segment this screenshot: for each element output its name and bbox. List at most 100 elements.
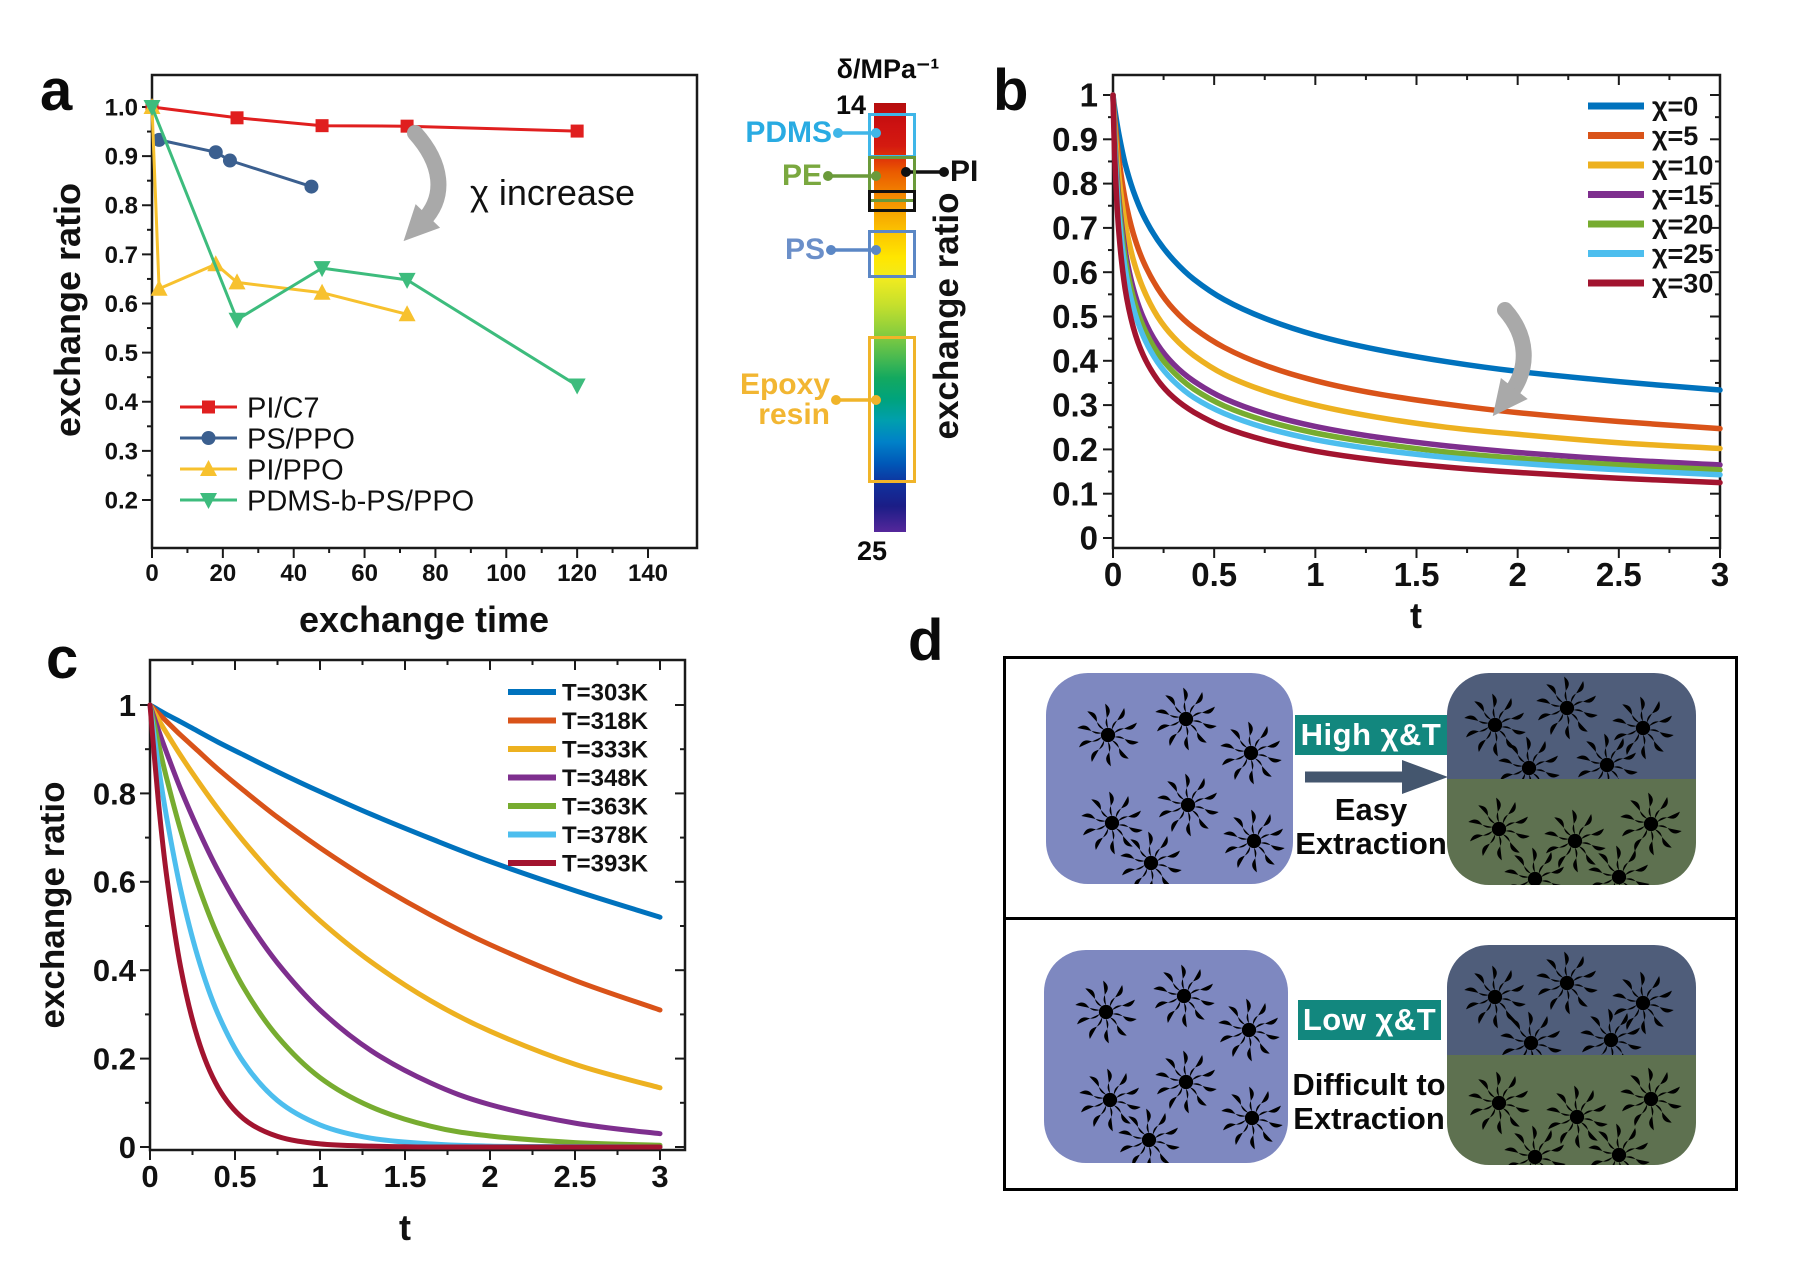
series-line-T=363K [147,702,663,1148]
y-tick-label: 1.0 [105,94,138,121]
y-tick-label: 1 [119,688,136,723]
marker-circle [304,179,319,194]
legend-label: T=303K [562,680,649,707]
gray-phase [1447,779,1696,885]
x-tick-label: 2 [1508,556,1526,593]
material-label-PDMS: PDMS [745,116,832,149]
legend-label: χ=15 [1652,180,1713,210]
y-tick-label: 0.2 [1052,431,1098,468]
legend-label: T=348K [562,765,649,792]
y-tick-label: 0.7 [105,242,138,269]
legend-label: χ=5 [1652,121,1698,151]
marker-circle [208,145,223,160]
y-tick-label: 0.2 [105,487,138,514]
y-tick-label: 0.8 [1052,165,1098,202]
caption-line-2: Extraction [1295,826,1447,862]
x-tick-label: 0.5 [213,1159,256,1194]
y-axis-title: exchange ratio [47,183,88,437]
mixed-micelles-vessel [1044,950,1288,1163]
legend-label: PDMS-b-PS/PPO [247,485,474,517]
series-line-T=318K [147,702,663,1013]
x-tick-label: 1.5 [1394,556,1440,593]
marker-square [202,400,215,414]
colorbar-range-box-PI [868,190,916,212]
series-line-PS/PPO [157,138,313,189]
plot-box [150,73,699,550]
x-tick-label: 2.5 [553,1159,596,1194]
x-tick-label: 40 [280,560,307,587]
x-tick-label: 80 [422,560,449,587]
x-tick-label: 100 [486,560,526,587]
colorbar-range-box-Epoxy resin [868,336,916,483]
legend-label: χ=30 [1652,269,1713,299]
x-tick-label: 2.5 [1596,556,1642,593]
marker-triangle-down [398,272,416,289]
y-tick-label: 0.5 [1052,298,1098,335]
legend-label: T=378K [562,822,649,849]
x-tick-label: 1.5 [383,1159,426,1194]
legend-label: PI/PPO [247,454,344,486]
x-axis-title: t [399,1207,411,1248]
marker-triangle-down [568,378,586,395]
series-line-χ=10 [1110,92,1723,452]
micelle-icon [1075,980,1137,1044]
series-line-PI/PPO [150,105,409,316]
series-line-T=393K [147,702,663,1150]
micelle-icon [1504,1125,1566,1165]
leader-dot [831,395,841,405]
chart-b-svg: 0 0.5 1 1.5 2 2.5 3 0 0.1 0.2 0.3 0.4 0.5 0.6 0.7 0.8 0.… [927,73,1729,636]
series-line-T=348K [147,702,663,1137]
marker-triangle-up [228,273,246,290]
x-tick-label: 3 [651,1159,668,1194]
legend-label: χ=0 [1652,92,1698,122]
diagram-high-chi-box: High χ&T Easy Extraction [1003,656,1738,926]
marker-triangle-down [143,100,161,116]
y-axis-title: exchange ratio [40,781,72,1028]
y-tick-label: 0 [119,1130,136,1165]
chi-increase-arrow [1497,302,1532,402]
x-axis-title: t [1410,595,1422,636]
high-chi-T-badge: High χ&T [1295,715,1447,755]
series-line-χ=0 [1110,92,1723,393]
x-tick-label: 2 [481,1159,498,1194]
panel-label-a: a [40,58,73,123]
micelle-icon [1118,1108,1180,1163]
legend-label: χ=25 [1652,239,1713,269]
micelle-icon [1077,703,1139,767]
orange-phase [1447,945,1696,1075]
y-tick-label: 0.6 [1052,254,1098,291]
x-tick-label: 1 [311,1159,328,1194]
chart-b-exchange-ratio-vs-t-chi: 0 0.5 1 1.5 2 2.5 3 0 0.1 0.2 0.3 0.4 0.5 0.6 0.7 0.8 0.… [870,38,1790,648]
material-label-PI: PI [950,155,979,188]
x-axis-title: exchange time [299,599,549,640]
diagram-low-chi-box: Low χ&T Difficult to Extraction [1003,917,1738,1191]
marker-circle [222,153,237,168]
y-tick-label: 0.8 [105,193,138,220]
extraction-arrow-icon [1305,760,1448,794]
y-tick-label: 0.2 [93,1041,136,1076]
y-tick-label: 0.3 [105,438,138,465]
y-tick-label: 0.4 [105,389,139,416]
x-tick-label: 140 [628,560,668,587]
y-tick-label: 0.9 [1052,121,1098,158]
panel-label-d: d [908,608,944,673]
chi-increase-arrow [407,125,447,229]
y-tick-label: 0.4 [93,953,137,988]
caption-line-2: Extraction [1293,1101,1445,1137]
legend-label: PS/PPO [247,423,355,455]
marker-triangle-down [228,312,246,329]
chart-c-exchange-ratio-vs-t-temperature: 0 0.5 1 1.5 2 2.5 3 0 0.2 0.4 0.6 0.8 1 t exchange rat… [40,620,780,1260]
colorbar-range-box-PE [868,156,916,202]
legend-label: T=318K [562,708,649,735]
y-tick-label: 0.1 [1052,475,1098,512]
y-tick-label: 0.4 [1052,342,1099,379]
marker-triangle-up [200,460,217,476]
panel-label-c: c [46,626,79,691]
partially-mixed-micelles-vessel [1447,945,1696,1165]
micelle-icon [1504,847,1566,885]
y-tick-label: 0.6 [105,291,138,318]
x-tick-label: 120 [557,560,597,587]
marker-triangle-down [200,493,217,509]
leader-dot [833,128,843,138]
marker-triangle-up [150,279,168,296]
